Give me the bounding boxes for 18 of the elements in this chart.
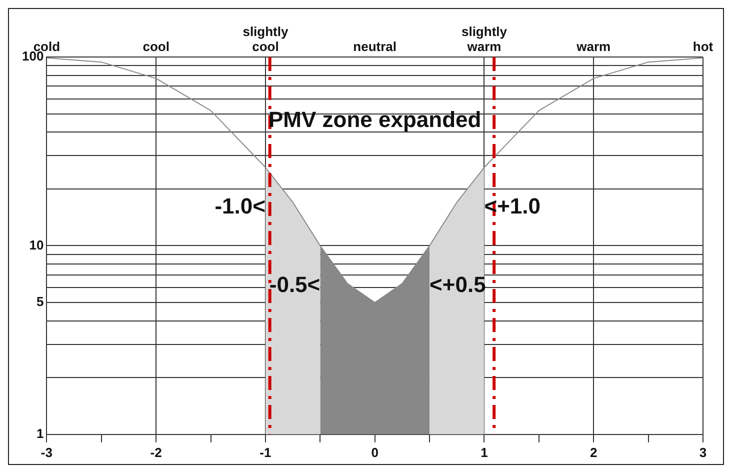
x-tick-label: 2 [590,444,598,460]
y-tick-label: 10 [29,237,44,252]
annotation: -1.0< [214,193,266,218]
x-tick-label: -3 [40,444,52,460]
text: slightly cool [242,24,289,54]
text: hot [692,39,714,54]
x-tick-label: 0 [371,444,378,460]
x-tick-label: 3 [699,444,707,460]
text: neutral [353,39,397,54]
text: warm [576,39,611,54]
y-tick-label: 1 [36,426,44,441]
text: slightly warm [461,24,508,54]
y-tick-label: 5 [36,294,44,310]
text: cool [142,39,170,54]
x-tick-label: -2 [150,444,162,460]
x-tick-label: -1 [260,444,272,460]
annotation: -0.5< [269,272,320,297]
x-tick-label: 1 [480,444,488,460]
